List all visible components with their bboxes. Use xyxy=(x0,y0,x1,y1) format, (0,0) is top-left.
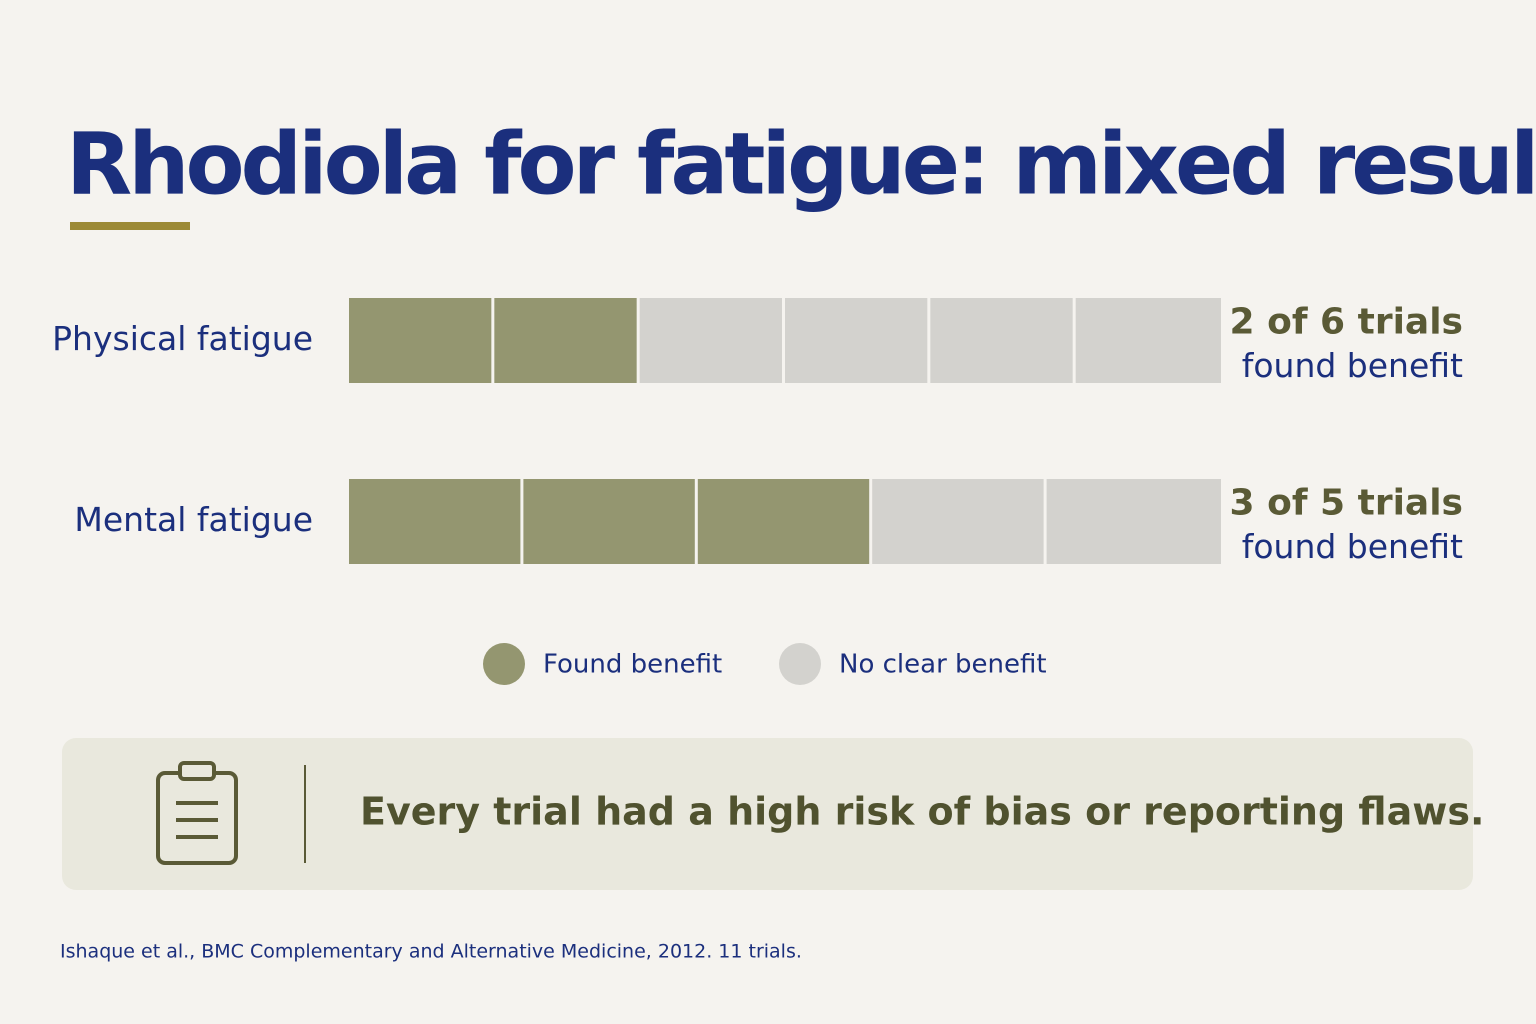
trial-cell xyxy=(1075,298,1221,383)
trial-cell xyxy=(785,298,928,383)
title-underline xyxy=(70,222,190,230)
trial-cell xyxy=(349,298,492,383)
legend-swatch xyxy=(779,643,821,685)
trial-cell xyxy=(697,479,870,564)
callout-text: Every trial had a high risk of bias or r… xyxy=(360,790,1484,834)
source: Ishaque et al., BMC Complementary and Al… xyxy=(60,941,802,963)
trial-cell xyxy=(872,479,1044,564)
count-label: 3 of 5 trials xyxy=(1230,483,1463,524)
trial-cell xyxy=(1046,479,1221,564)
trial-cell xyxy=(494,298,637,383)
trial-cell xyxy=(930,298,1073,383)
callout-box xyxy=(62,738,1473,890)
count-sublabel: found benefit xyxy=(1242,346,1463,385)
chart-title: Rhodiola for fatigue: mixed results xyxy=(66,114,1536,214)
category-label: Physical fatigue xyxy=(52,319,313,358)
legend-swatch xyxy=(483,643,525,685)
legend-label: Found benefit xyxy=(543,650,722,680)
category-label: Mental fatigue xyxy=(74,500,313,539)
count-sublabel: found benefit xyxy=(1242,527,1463,566)
trial-cell xyxy=(639,298,782,383)
trial-cell xyxy=(523,479,695,564)
legend-label: No clear benefit xyxy=(839,650,1047,680)
count-label: 2 of 6 trials xyxy=(1230,302,1463,343)
clipboard-icon xyxy=(156,761,238,865)
trial-cell xyxy=(349,479,521,564)
